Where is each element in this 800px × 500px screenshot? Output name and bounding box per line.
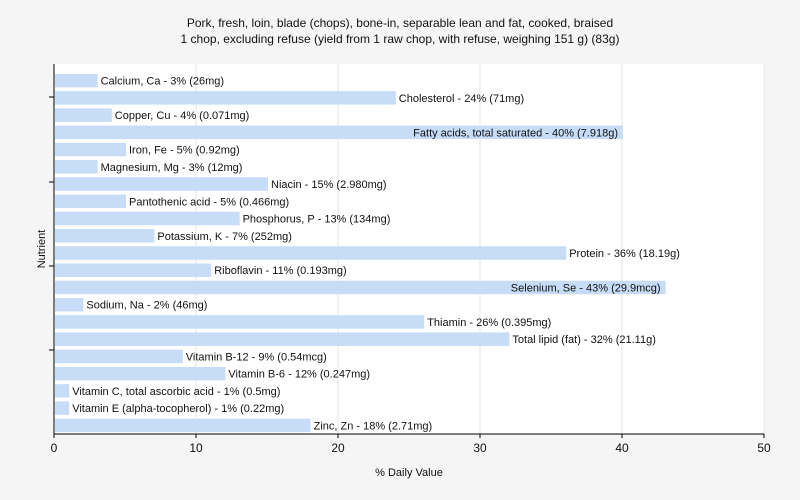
bar-label: Pantothenic acid - 5% (0.466mg)	[129, 196, 289, 208]
bar-label: Vitamin B-12 - 9% (0.54mcg)	[186, 351, 327, 363]
bar	[55, 142, 126, 157]
bar-label: Calcium, Ca - 3% (26mg)	[101, 76, 224, 88]
x-tick-label: 30	[473, 441, 487, 455]
bar-label: Fatty acids, total saturated - 40% (7.91…	[413, 127, 618, 139]
bar-label: Zinc, Zn - 18% (2.71mg)	[314, 420, 433, 432]
bar-label: Vitamin E (alpha-tocopherol) - 1% (0.22m…	[72, 403, 284, 415]
bar	[55, 246, 567, 260]
bar	[55, 349, 183, 364]
bar-label: Cholesterol - 24% (71mg)	[399, 93, 524, 105]
bar	[55, 297, 84, 312]
bar-label: Riboflavin - 11% (0.193mg)	[214, 265, 346, 277]
bar-label: Iron, Fe - 5% (0.92mg)	[129, 145, 240, 157]
bar	[55, 280, 666, 295]
bar-label: Vitamin C, total ascorbic acid - 1% (0.5…	[72, 386, 280, 398]
axes: 0 10 20 30 40 50	[49, 64, 771, 455]
bar-label: Phosphorus, P - 13% (134mg)	[243, 214, 391, 226]
bar-label: Magnesium, Mg - 3% (12mg)	[101, 162, 243, 174]
bar	[55, 418, 311, 433]
bar	[55, 263, 212, 277]
bar-label: Copper, Cu - 4% (0.071mg)	[115, 110, 250, 122]
bar	[55, 229, 155, 243]
bar	[55, 332, 510, 346]
x-tick-label: 0	[51, 441, 58, 455]
bar	[55, 366, 226, 381]
bar-label: Vitamin B-6 - 12% (0.247mg)	[228, 369, 370, 381]
bar-label: Protein - 36% (18.19g)	[569, 248, 680, 260]
bar-label: Potassium, K - 7% (252mg)	[157, 231, 292, 243]
x-axis-title: % Daily Value	[375, 467, 443, 479]
x-tick-label: 50	[757, 441, 771, 455]
bar-label: Thiamin - 26% (0.395mg)	[427, 317, 551, 329]
bar-labels: Calcium, Ca - 3% (26mg) Cholesterol - 24%…	[72, 76, 680, 433]
x-tick-label: 40	[615, 441, 629, 455]
bar	[55, 125, 623, 140]
bar	[55, 108, 112, 122]
bars	[55, 73, 666, 433]
x-tick-label: 20	[331, 441, 345, 455]
bar	[55, 384, 70, 398]
bar	[55, 160, 98, 174]
bar	[55, 401, 70, 415]
x-tick-label: 10	[189, 441, 203, 455]
bar-label: Niacin - 15% (2.980mg)	[271, 179, 387, 191]
bar	[55, 194, 126, 209]
bar	[55, 73, 98, 88]
bar-label: Total lipid (fat) - 32% (21.11g)	[512, 334, 655, 346]
bar	[55, 177, 268, 191]
bar	[55, 91, 396, 105]
y-axis-title: Nutrient	[36, 230, 48, 269]
bar-label: Sodium, Na - 2% (46mg)	[86, 300, 207, 312]
chart-title-line-2: 1 chop, excluding refuse (yield from 1 r…	[180, 32, 620, 46]
bar-label: Selenium, Se - 43% (29.9mcg)	[511, 282, 661, 294]
bar	[55, 315, 425, 329]
chart-title: Pork, fresh, loin, blade (chops), bone-i…	[0, 15, 800, 47]
chart-title-line-1: Pork, fresh, loin, blade (chops), bone-i…	[186, 16, 614, 30]
bar	[55, 211, 240, 226]
